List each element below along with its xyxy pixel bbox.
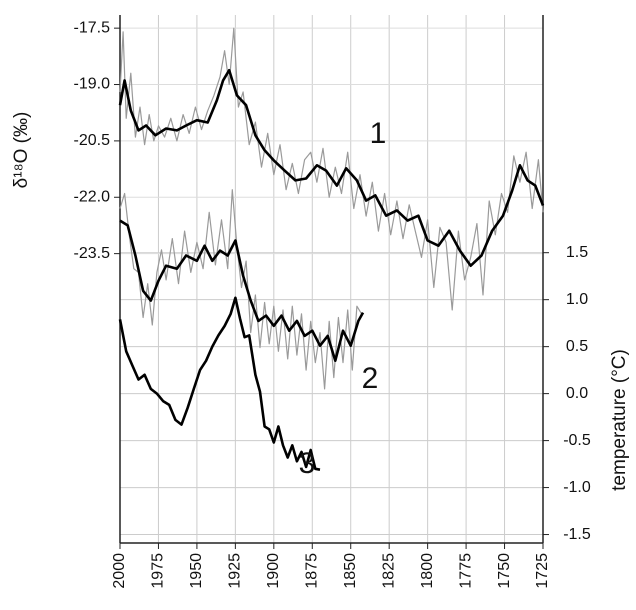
series-annotation: 3 (299, 447, 316, 480)
y-tick-label: -19.0 (74, 76, 111, 93)
y2-tick-label: 0.0 (566, 385, 588, 402)
x-tick-label: 1900 (265, 553, 282, 589)
x-tick-label: 1950 (188, 553, 205, 589)
x-tick-label: 1850 (342, 553, 359, 589)
y2-axis-label: temperature (°C) (609, 349, 630, 491)
series-annotation: 2 (362, 362, 379, 395)
series-line (118, 68, 545, 267)
series-annotation: 1 (370, 117, 387, 150)
y-tick-label: -20.5 (74, 132, 111, 149)
y-axis-label: δ¹⁸O (‰) (11, 112, 32, 189)
x-tick-label: 1800 (419, 553, 436, 589)
y2-tick-label: 1.0 (566, 291, 588, 308)
series-line (119, 27, 544, 311)
y-tick-label: -22.0 (74, 188, 111, 205)
x-tick-label: 2000 (111, 553, 128, 589)
x-tick-label: 1775 (457, 553, 474, 589)
y2-tick-label: -1.5 (563, 526, 591, 543)
y2-tick-label: -0.5 (563, 432, 591, 449)
y2-tick-label: 1.5 (566, 244, 588, 261)
y-tick-label: -17.5 (74, 19, 111, 36)
x-tick-label: 1750 (496, 553, 513, 589)
y2-tick-label: 0.5 (566, 338, 588, 355)
y2-tick-label: -1.0 (563, 479, 591, 496)
x-tick-label: 1975 (150, 553, 167, 589)
series-line (118, 296, 321, 471)
x-tick-label: 1875 (303, 553, 320, 589)
x-tick-label: 1825 (380, 553, 397, 589)
x-tick-label: 1725 (534, 553, 551, 589)
series-line (119, 219, 365, 362)
y-tick-label: -23.5 (74, 245, 111, 262)
x-tick-label: 1925 (227, 553, 244, 589)
